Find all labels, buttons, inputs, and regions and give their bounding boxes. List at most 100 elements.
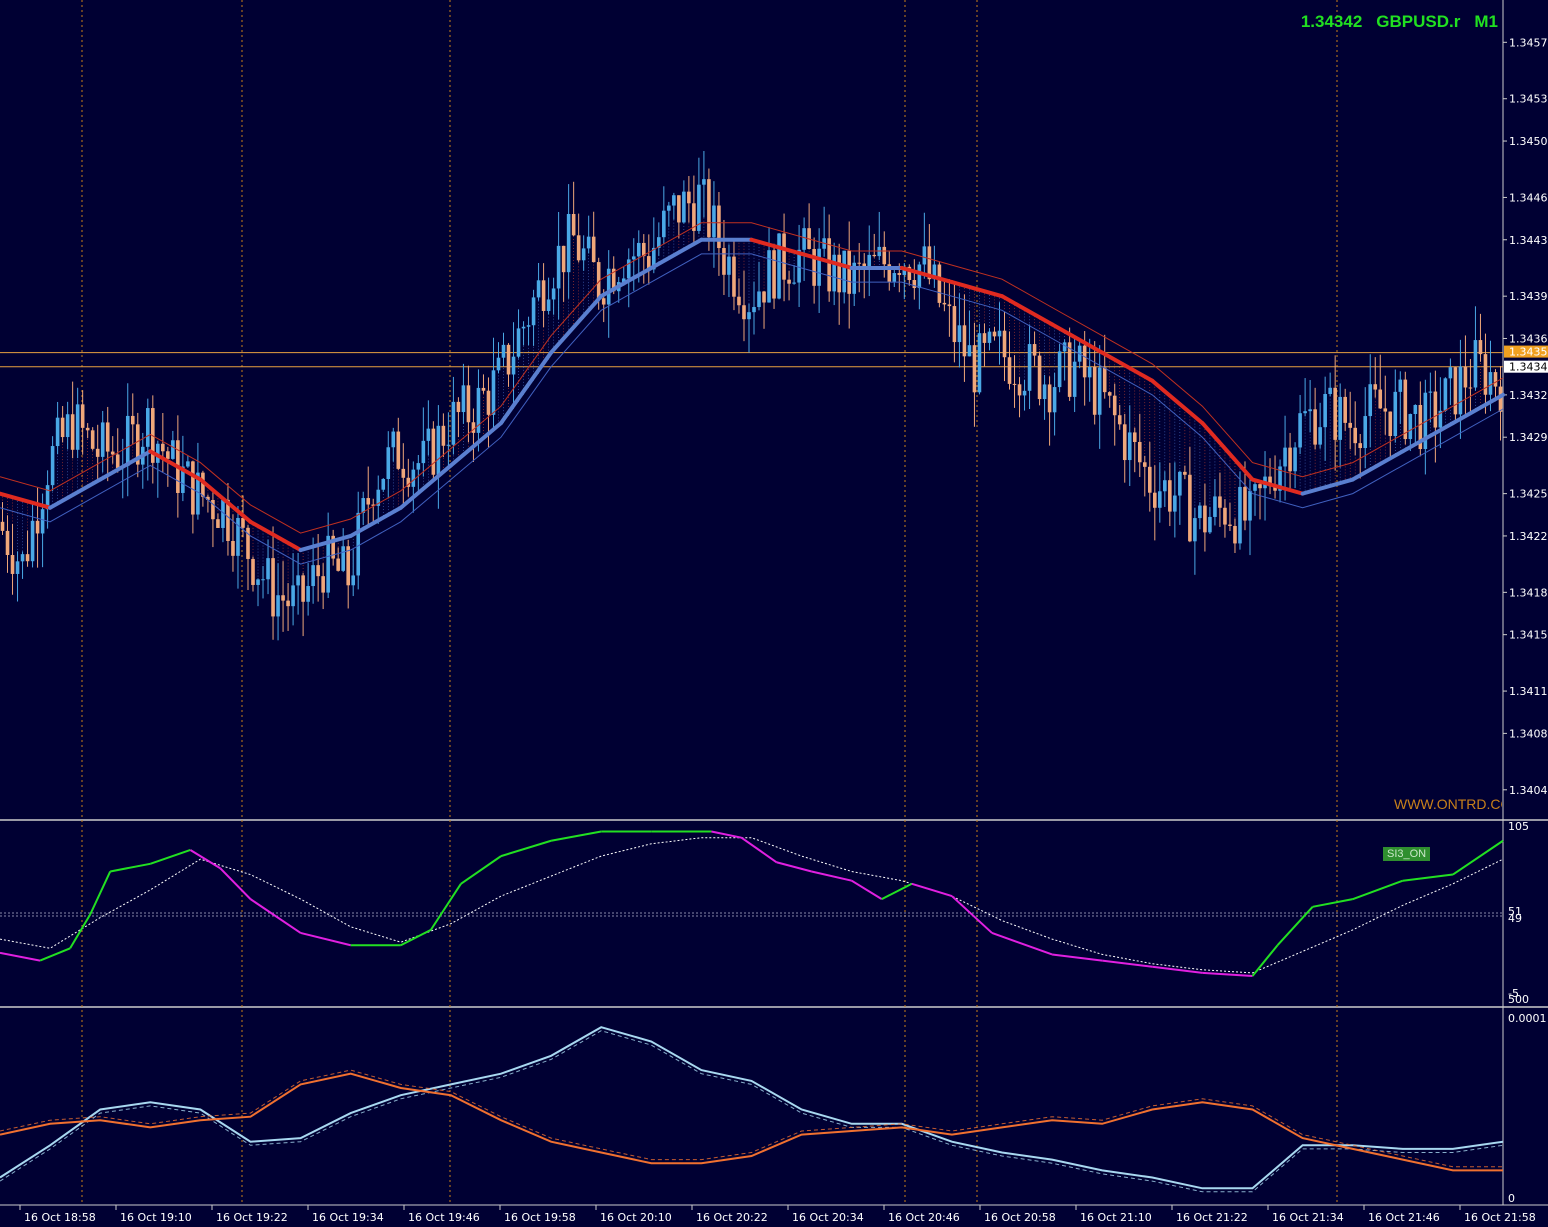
candle-body <box>271 558 275 617</box>
candle-body <box>341 546 345 571</box>
candle-body <box>291 585 295 607</box>
candle-body <box>301 575 305 602</box>
candle-body <box>1208 516 1212 533</box>
candle-body <box>466 385 471 423</box>
candle-body <box>1273 486 1277 491</box>
candle-body <box>967 345 972 357</box>
price-tick-label: 1.3408 <box>1509 727 1548 740</box>
candle-body <box>1057 351 1062 388</box>
candle-body <box>356 512 361 576</box>
oscillator-segment <box>1251 944 1279 977</box>
candle-body <box>1012 383 1017 385</box>
candle-body <box>1463 366 1468 388</box>
oscillator-segment <box>740 836 778 864</box>
candle-body <box>1318 427 1322 445</box>
candle-body <box>947 304 952 307</box>
candle-body <box>842 250 846 293</box>
oscillator-segment <box>110 862 151 873</box>
candle-body <box>441 425 446 446</box>
candle-body <box>1308 409 1312 412</box>
candle-body <box>752 307 756 313</box>
candle-body <box>5 530 10 556</box>
candle-body <box>687 191 691 204</box>
indicator-badge: SI3_ON <box>1383 847 1431 861</box>
candle-body <box>1168 480 1172 512</box>
candle-body <box>306 586 310 602</box>
oscillator-segment <box>851 879 883 900</box>
candle-body <box>827 238 831 292</box>
candle-body <box>421 440 426 464</box>
candle-body <box>641 242 646 257</box>
moving-average-segment <box>649 237 704 270</box>
candle-body <box>556 245 561 289</box>
dual-signal-line <box>0 1069 1503 1168</box>
candle-body <box>100 422 105 457</box>
candle-body <box>1127 432 1132 461</box>
candle-body <box>281 595 285 601</box>
oscillator-segment <box>219 867 252 900</box>
candle-body <box>35 520 40 534</box>
candle-body <box>877 246 882 257</box>
candle-body <box>436 425 441 475</box>
candle-body <box>872 254 877 257</box>
candle-body <box>767 250 771 303</box>
candle-body <box>1493 372 1498 387</box>
candle-body <box>1373 384 1378 390</box>
moving-average-segment <box>749 237 804 256</box>
moving-average-segment <box>1050 322 1105 355</box>
candle-body <box>65 414 70 438</box>
candle-body <box>236 517 240 556</box>
candle-body <box>1067 342 1072 397</box>
candle-body <box>887 264 892 282</box>
candle-body <box>621 278 626 283</box>
dual-signal-line <box>0 1030 1504 1193</box>
candle-body <box>25 554 30 562</box>
candle-body <box>797 249 801 283</box>
candle-body <box>1378 389 1383 409</box>
time-tick-label: 16 Oct 20:46 <box>888 1211 960 1224</box>
candle-body <box>276 595 280 617</box>
candle-body <box>732 256 736 297</box>
moving-average-segment <box>98 449 153 482</box>
candle-body <box>496 357 501 371</box>
candle-body <box>1163 480 1167 492</box>
bid-price-label: 1.3435 <box>1509 346 1548 359</box>
candle-body <box>652 247 656 270</box>
candle-body <box>1037 355 1042 400</box>
candle-body <box>231 540 235 556</box>
candle-body <box>707 179 711 238</box>
candle-body <box>406 477 411 487</box>
candle-body <box>912 280 917 289</box>
moving-average-segment <box>899 265 954 285</box>
candle-body <box>1293 447 1297 472</box>
moving-average-segment <box>348 505 403 538</box>
moving-average-segment <box>1150 378 1205 426</box>
candle-body <box>997 330 1002 337</box>
candle-body <box>125 415 130 466</box>
candle-body <box>857 262 862 264</box>
candle-body <box>446 444 451 446</box>
candle-body <box>211 500 215 520</box>
candle-body <box>261 579 265 581</box>
moving-average-segment <box>148 449 203 482</box>
moving-average-segment <box>949 280 1004 299</box>
candle-body <box>1218 496 1222 508</box>
price-tick-label: 1.3457 <box>1509 36 1548 49</box>
candle-body <box>1117 415 1122 425</box>
candle-body <box>982 333 987 343</box>
candle-body <box>1303 411 1307 414</box>
moving-average-segment <box>0 491 53 510</box>
candle-body <box>1137 441 1142 463</box>
moving-average-segment <box>1100 350 1155 383</box>
candle-body <box>561 245 566 273</box>
candle-body <box>1122 424 1127 461</box>
candle-body <box>70 414 75 450</box>
candle-body <box>386 447 391 479</box>
candle-body <box>135 424 140 465</box>
candle-body <box>1428 391 1433 393</box>
candle-body <box>1278 466 1282 491</box>
candle-body <box>596 262 601 299</box>
candle-body <box>972 345 977 393</box>
candle-body <box>316 565 320 577</box>
